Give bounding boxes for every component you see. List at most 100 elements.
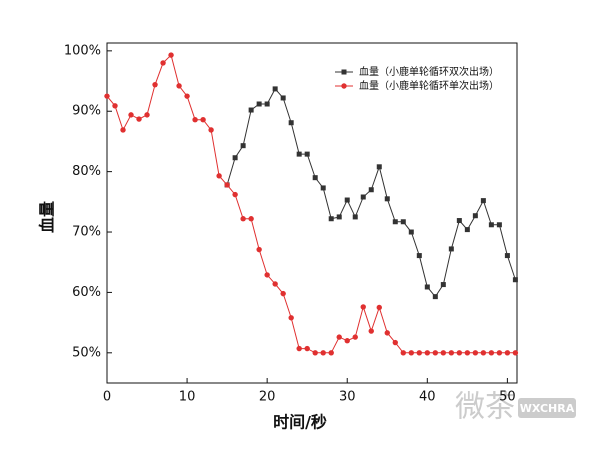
data-point: [512, 350, 519, 356]
data-point: [480, 198, 486, 204]
watermark-text: WXCHRA: [520, 402, 575, 415]
data-point: [248, 107, 254, 113]
data-point: [464, 227, 470, 233]
data-point: [280, 290, 286, 297]
plot-frame: [106, 42, 518, 384]
data-point: [224, 182, 230, 188]
data-point: [240, 143, 246, 149]
data-point: [312, 350, 318, 356]
data-point: [168, 52, 174, 58]
x-axis-title: 时间/秒: [273, 413, 327, 432]
x-tick-label: 30: [339, 390, 356, 405]
data-point: [376, 304, 382, 311]
data-point: [464, 350, 471, 356]
data-point: [240, 216, 246, 222]
data-point: [272, 86, 278, 92]
data-point: [232, 155, 238, 161]
watermark-badge: [518, 398, 576, 418]
data-point: [256, 246, 262, 253]
data-point: [424, 284, 430, 290]
data-point: [232, 191, 238, 198]
x-tick-label: 10: [179, 390, 196, 405]
data-point: [264, 272, 270, 278]
data-point: [504, 350, 511, 356]
data-point: [392, 219, 398, 225]
data-point: [176, 83, 182, 89]
data-point: [448, 350, 455, 356]
data-point: [104, 93, 110, 99]
x-tick-label: 20: [259, 390, 276, 405]
data-point: [344, 338, 350, 344]
data-point: [304, 151, 310, 157]
data-point: [136, 116, 142, 122]
watermark: 微茶: [455, 390, 515, 425]
data-point: [488, 222, 494, 228]
y-tick-label: 80%: [72, 164, 101, 179]
data-point: [296, 151, 302, 157]
data-point: [200, 116, 206, 123]
data-point: [408, 350, 414, 356]
data-point: [408, 229, 414, 235]
data-point: [368, 328, 374, 334]
data-point: [352, 334, 358, 340]
data-point: [424, 350, 431, 356]
data-point: [144, 112, 150, 118]
data-point: [432, 350, 439, 356]
y-tick-label: 70%: [72, 225, 101, 240]
data-point: [272, 281, 278, 287]
data-point: [120, 127, 126, 133]
data-point: [432, 294, 438, 300]
data-point: [256, 101, 262, 107]
data-point: [264, 101, 270, 107]
x-tick-label: 40: [419, 390, 436, 405]
data-point: [336, 334, 342, 340]
data-point: [248, 216, 254, 222]
data-point: [208, 127, 214, 133]
legend-label: 血量（小鹿单轮循环单次出场）: [359, 79, 499, 92]
data-point: [216, 173, 222, 179]
series-line: [106, 54, 516, 354]
y-tick-label: 100%: [64, 43, 101, 58]
data-point: [304, 345, 310, 352]
data-point: [320, 185, 326, 191]
legend-label: 血量（小鹿单轮循环双次出场）: [359, 65, 499, 78]
data-point: [384, 330, 390, 336]
data-point: [504, 253, 510, 259]
data-point: [456, 218, 462, 224]
series-line: [226, 88, 516, 298]
data-point: [344, 197, 350, 203]
data-point: [496, 350, 503, 356]
data-point: [440, 282, 446, 288]
data-point: [488, 350, 495, 356]
legend-marker: [341, 69, 347, 75]
y-tick-label: 50%: [72, 345, 101, 360]
data-point: [448, 246, 454, 252]
data-point: [112, 103, 118, 109]
data-point: [480, 350, 487, 356]
data-point: [392, 339, 398, 346]
data-point: [400, 350, 406, 356]
data-point: [296, 345, 302, 352]
data-point: [328, 350, 334, 356]
data-point: [512, 277, 518, 283]
data-point: [400, 219, 406, 225]
x-tick-label: 50: [499, 390, 516, 405]
data-point: [360, 194, 366, 200]
data-point: [280, 95, 286, 101]
data-point: [336, 214, 342, 220]
data-point: [416, 253, 422, 259]
data-point: [368, 187, 374, 193]
data-point: [496, 222, 502, 228]
data-point: [352, 214, 358, 220]
data-point: [152, 81, 158, 88]
data-point: [288, 315, 294, 321]
data-point: [160, 60, 166, 66]
data-point: [384, 196, 390, 202]
data-point: [328, 216, 334, 222]
data-point: [184, 93, 190, 99]
data-point: [192, 116, 198, 123]
data-point: [440, 350, 447, 356]
x-tick-label: 0: [103, 390, 111, 405]
data-point: [376, 164, 382, 170]
